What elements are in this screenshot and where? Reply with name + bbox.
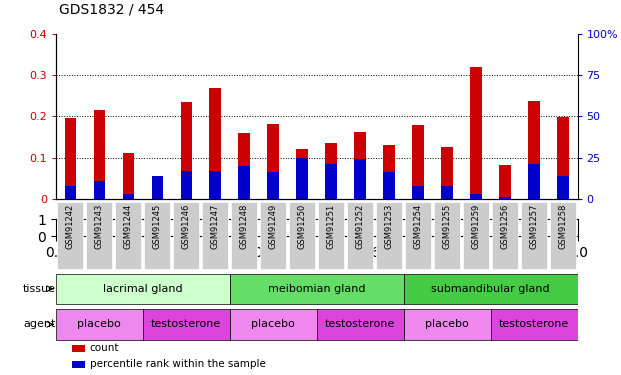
FancyBboxPatch shape [347,202,373,268]
Bar [470,194,482,199]
Bar [325,164,337,199]
Bar [238,166,250,199]
Text: GSM91254: GSM91254 [414,204,423,249]
Text: agent: agent [24,320,56,329]
Text: GSM91252: GSM91252 [356,204,365,249]
FancyBboxPatch shape [173,202,199,268]
Text: GSM91249: GSM91249 [269,204,278,249]
FancyBboxPatch shape [144,202,170,268]
FancyBboxPatch shape [260,202,286,268]
FancyBboxPatch shape [57,202,83,268]
Bar [557,176,569,199]
Text: testosterone: testosterone [151,320,222,329]
Text: GDS1832 / 454: GDS1832 / 454 [59,3,164,17]
Text: GSM91257: GSM91257 [530,204,538,249]
FancyBboxPatch shape [404,274,578,304]
Text: GSM91256: GSM91256 [501,204,510,249]
FancyBboxPatch shape [202,202,229,268]
FancyBboxPatch shape [404,309,491,340]
Bar [296,149,308,199]
FancyBboxPatch shape [463,202,489,268]
FancyBboxPatch shape [56,274,230,304]
Text: meibomian gland: meibomian gland [268,284,366,294]
Bar [268,172,279,199]
Bar [122,153,134,199]
Bar [71,361,84,368]
Bar [209,171,221,199]
FancyBboxPatch shape [492,202,518,268]
FancyBboxPatch shape [317,309,404,340]
Bar [499,165,511,199]
Bar [209,88,221,199]
Text: GSM91251: GSM91251 [327,204,336,249]
FancyBboxPatch shape [231,202,257,268]
FancyBboxPatch shape [491,309,578,340]
FancyBboxPatch shape [56,309,143,340]
Text: GSM91243: GSM91243 [95,204,104,249]
Bar [296,158,308,199]
Bar [355,132,366,199]
FancyBboxPatch shape [434,202,460,268]
Bar [383,172,395,199]
Bar [528,164,540,199]
Bar [181,102,192,199]
Bar [557,117,569,199]
Bar [325,143,337,199]
Text: placebo: placebo [425,320,469,329]
Text: placebo: placebo [252,320,295,329]
FancyBboxPatch shape [116,202,142,268]
FancyBboxPatch shape [405,202,431,268]
Bar [122,194,134,199]
FancyBboxPatch shape [230,309,317,340]
Text: GSM91245: GSM91245 [153,204,162,249]
Text: GSM91246: GSM91246 [182,204,191,249]
FancyBboxPatch shape [143,309,230,340]
Text: GSM91242: GSM91242 [66,204,75,249]
Bar [94,110,105,199]
Bar [383,145,395,199]
FancyBboxPatch shape [86,202,112,268]
Text: testosterone: testosterone [499,320,569,329]
Text: testosterone: testosterone [325,320,396,329]
Bar [238,133,250,199]
Bar [152,178,163,199]
Text: GSM91244: GSM91244 [124,204,133,249]
Text: lacrimal gland: lacrimal gland [103,284,183,294]
FancyBboxPatch shape [376,202,402,268]
FancyBboxPatch shape [318,202,344,268]
Text: GSM91258: GSM91258 [558,204,568,249]
Bar [94,181,105,199]
Bar [65,118,76,199]
FancyBboxPatch shape [550,202,576,268]
Bar [499,197,511,199]
Text: GSM91255: GSM91255 [443,204,451,249]
FancyBboxPatch shape [230,274,404,304]
Text: GSM91253: GSM91253 [384,204,394,249]
Bar [412,186,424,199]
Bar [268,124,279,199]
Bar [71,345,84,352]
Bar [528,100,540,199]
Bar [442,147,453,199]
Text: GSM91248: GSM91248 [240,204,249,249]
Text: GSM91247: GSM91247 [211,204,220,249]
Bar [412,124,424,199]
Text: percentile rank within the sample: percentile rank within the sample [90,359,266,369]
Bar [355,159,366,199]
Bar [181,171,192,199]
Bar [65,186,76,199]
FancyBboxPatch shape [289,202,315,268]
Text: tissue: tissue [23,284,56,294]
Bar [470,67,482,199]
Bar [442,186,453,199]
Text: submandibular gland: submandibular gland [431,284,550,294]
Text: placebo: placebo [78,320,121,329]
Text: count: count [90,343,119,353]
Text: GSM91259: GSM91259 [471,204,481,249]
Bar [152,176,163,199]
Text: GSM91250: GSM91250 [297,204,307,249]
FancyBboxPatch shape [521,202,547,268]
